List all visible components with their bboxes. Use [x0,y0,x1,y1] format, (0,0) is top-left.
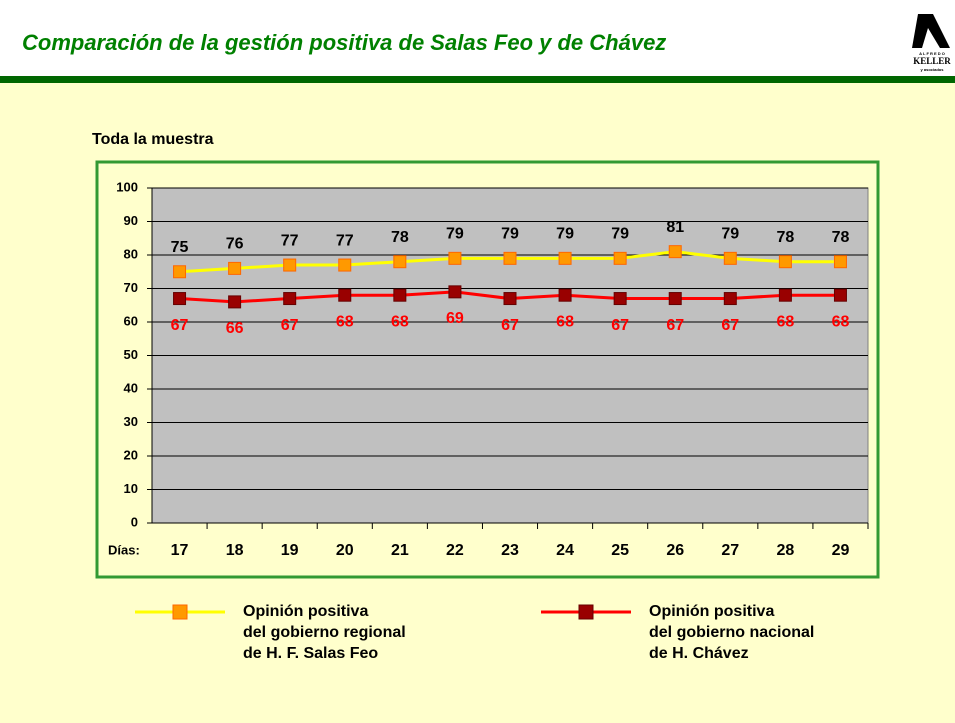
data-label: 67 [721,317,739,334]
data-label: 78 [391,229,409,246]
data-label: 67 [666,317,684,334]
point-marker [393,255,407,269]
data-label: 68 [336,313,354,330]
data-label: 78 [832,229,850,246]
x-tick-label: 25 [611,542,629,559]
point-marker [173,265,187,279]
data-label: 67 [171,317,189,334]
point-marker [613,251,627,265]
y-tick-label: 50 [124,347,138,362]
point-marker [228,261,242,275]
data-label: 79 [721,226,739,243]
data-label: 81 [666,219,684,236]
x-tick-label: 22 [446,542,464,559]
point-marker [558,288,572,302]
data-label: 77 [281,232,299,249]
data-label: 68 [776,313,794,330]
point-marker [668,245,682,259]
y-tick-label: 80 [124,246,138,261]
x-tick-label: 20 [336,542,354,559]
x-tick-label: 17 [171,542,189,559]
legend-marker [172,604,188,620]
data-label: 68 [832,313,850,330]
logo-text: KELLER [913,56,951,66]
point-marker [833,255,847,269]
header-rule [0,76,955,83]
y-tick-label: 10 [124,481,138,496]
legend-marker [578,604,594,620]
point-marker [778,255,792,269]
y-tick-label: 20 [124,447,138,462]
x-tick-label: 23 [501,542,519,559]
data-label: 78 [776,229,794,246]
data-label: 67 [611,317,629,334]
x-tick-label: 28 [776,542,794,559]
x-axis-label: Días: [108,542,140,557]
logo-text: y asociados [921,67,945,72]
point-marker [503,292,517,306]
data-label: 68 [391,313,409,330]
data-label: 79 [611,226,629,243]
y-tick-label: 40 [124,380,138,395]
point-marker [833,288,847,302]
point-marker [283,258,297,272]
x-tick-label: 26 [666,542,684,559]
data-label: 76 [226,236,244,253]
point-marker [173,292,187,306]
x-tick-label: 27 [721,542,739,559]
legend-label: Opinión positiva del gobierno regional d… [243,603,406,662]
data-label: 68 [556,313,574,330]
x-tick-label: 24 [556,542,574,559]
data-label: 79 [556,226,574,243]
y-tick-label: 0 [131,514,138,529]
point-marker [558,251,572,265]
data-label: 79 [501,226,519,243]
point-marker [778,288,792,302]
legend-label: Opinión positiva del gobierno nacional d… [649,603,815,662]
point-marker [613,292,627,306]
point-marker [338,288,352,302]
logo-text: A L F R E D O [919,51,945,56]
point-marker [228,295,242,309]
point-marker [338,258,352,272]
data-label: 66 [226,320,244,337]
y-tick-label: 60 [124,313,138,328]
x-tick-label: 29 [832,542,850,559]
point-marker [723,251,737,265]
point-marker [448,251,462,265]
data-label: 79 [446,226,464,243]
y-tick-label: 30 [124,414,138,429]
point-marker [283,292,297,306]
data-label: 67 [281,317,299,334]
chart-title: Toda la muestra [92,131,214,148]
data-label: 75 [171,239,189,256]
data-label: 69 [446,310,464,327]
point-marker [723,292,737,306]
y-tick-label: 100 [116,179,138,194]
data-label: 77 [336,232,354,249]
x-tick-label: 19 [281,542,299,559]
point-marker [668,292,682,306]
point-marker [393,288,407,302]
logo-mark [912,14,950,48]
y-tick-label: 70 [124,280,138,295]
data-label: 67 [501,317,519,334]
header-band [0,0,955,76]
x-tick-label: 21 [391,542,409,559]
x-tick-label: 18 [226,542,244,559]
point-marker [448,285,462,299]
point-marker [503,251,517,265]
y-tick-label: 90 [124,213,138,228]
slide-title: Comparación de la gestión positiva de Sa… [22,30,666,55]
